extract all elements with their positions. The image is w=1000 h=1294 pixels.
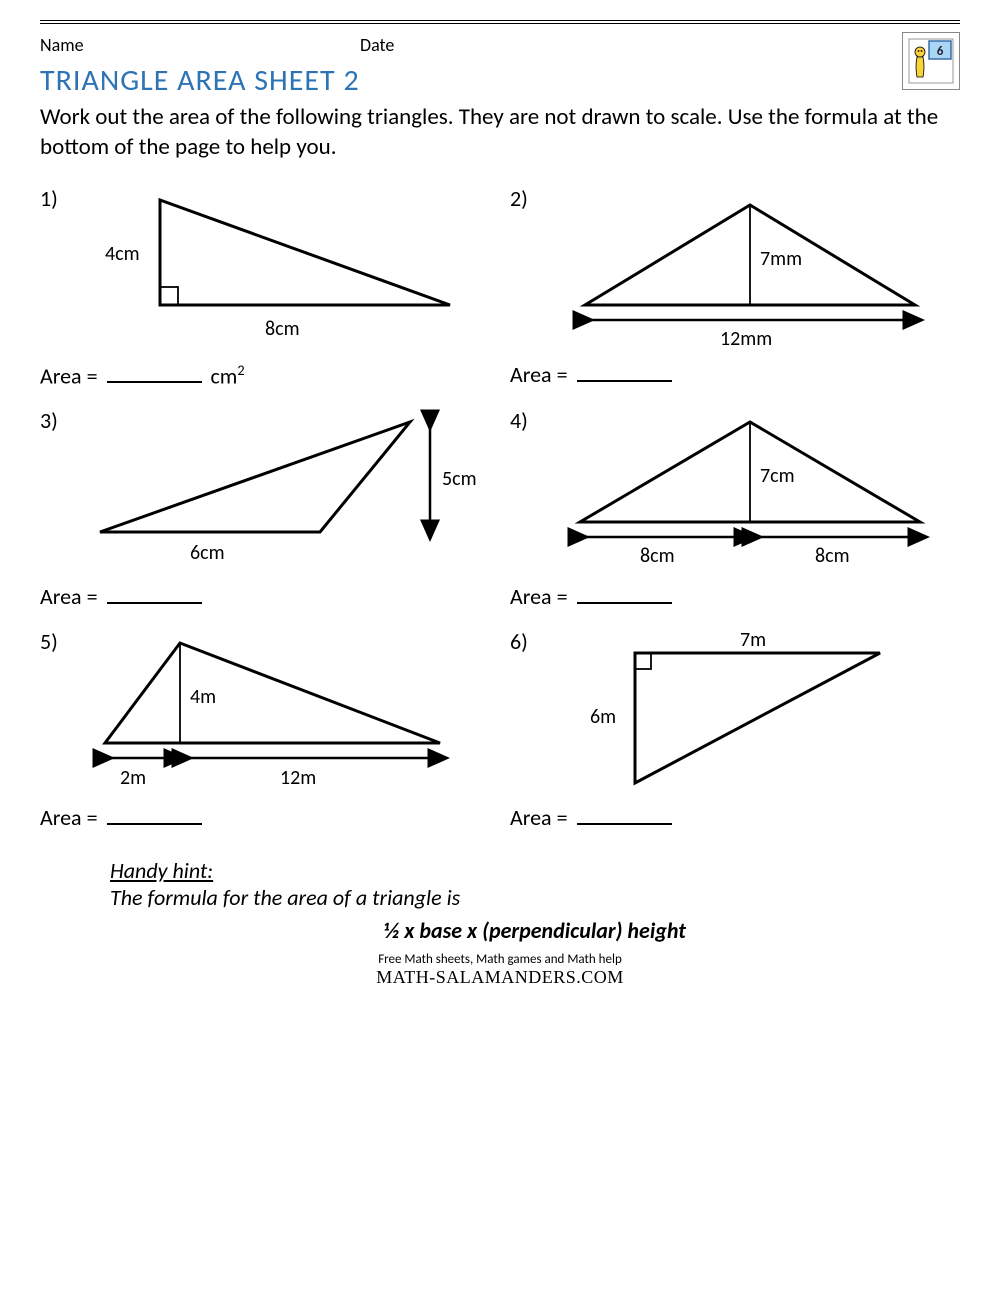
answer-line: Area = [40, 583, 490, 610]
answer-blank[interactable] [577, 602, 672, 604]
problem-6: 6) 7m 6m Area = [510, 624, 960, 837]
svg-text:8cm: 8cm [265, 317, 300, 341]
problems-grid: 1) 4cm 8cm Area = cm2 2) [40, 181, 960, 837]
svg-text:5cm: 5cm [442, 467, 477, 491]
triangle-figure-4: 7cm 8cm 8cm [540, 407, 960, 577]
answer-blank[interactable] [107, 381, 202, 383]
svg-text:12mm: 12mm [720, 327, 772, 351]
answer-blank[interactable] [577, 823, 672, 825]
svg-text:4m: 4m [190, 685, 216, 709]
worksheet-title: TRIANGLE AREA SHEET 2 [40, 62, 960, 99]
top-border [40, 20, 960, 24]
problem-number: 6) [510, 628, 528, 655]
answer-blank[interactable] [577, 380, 672, 382]
problem-3: 3) 5cm 6cm Area = [40, 403, 490, 616]
answer-line: Area = [40, 804, 490, 831]
svg-text:12m: 12m [280, 766, 316, 790]
svg-text:7m: 7m [740, 628, 766, 652]
answer-blank[interactable] [107, 602, 202, 604]
svg-text:2m: 2m [120, 766, 146, 790]
svg-text:6m: 6m [590, 705, 616, 729]
svg-text:8cm: 8cm [640, 544, 675, 568]
header-row: Name Date 6 [40, 34, 960, 56]
footer-tagline: Free Math sheets, Math games and Math he… [378, 952, 622, 967]
triangle-figure-5: 4m 2m 12m [70, 628, 490, 798]
problem-5: 5) 4m 2m 12m Are [40, 624, 490, 837]
footer: Free Math sheets, Math games and Math he… [40, 952, 960, 988]
hint-line: The formula for the area of a triangle i… [110, 884, 460, 911]
svg-text:7mm: 7mm [760, 247, 802, 271]
problem-number: 5) [40, 628, 58, 655]
problem-number: 4) [510, 407, 528, 434]
problem-number: 2) [510, 185, 528, 212]
svg-text:7cm: 7cm [760, 464, 795, 488]
problem-number: 1) [40, 185, 58, 212]
problem-1: 1) 4cm 8cm Area = cm2 [40, 181, 490, 395]
problem-2: 2) 7mm 12mm Area = [510, 181, 960, 395]
triangle-figure-6: 7m 6m [540, 628, 960, 798]
problem-4: 4) 7cm 8cm 8cm A [510, 403, 960, 616]
name-field-label: Name [40, 34, 360, 56]
svg-text:6: 6 [937, 44, 944, 59]
worksheet-page: Name Date 6 TRIANGLE AREA SHEET 2 Work o… [0, 0, 1000, 998]
triangle-figure-1: 4cm 8cm [70, 185, 490, 355]
footer-site: MATH-SALAMANDERS.COM [376, 967, 624, 987]
answer-line: Area = [510, 804, 960, 831]
answer-blank[interactable] [107, 823, 202, 825]
grade-logo: 6 [902, 32, 960, 90]
hint-formula: ½ x base x (perpendicular) height [110, 917, 960, 944]
svg-text:6cm: 6cm [190, 541, 225, 565]
svg-text:8cm: 8cm [815, 544, 850, 568]
svg-text:4cm: 4cm [105, 242, 140, 266]
hint-block: Handy hint: The formula for the area of … [110, 857, 960, 944]
problem-number: 3) [40, 407, 58, 434]
answer-line: Area = cm2 [40, 361, 490, 389]
answer-line: Area = [510, 361, 960, 388]
triangle-figure-2: 7mm 12mm [540, 185, 960, 355]
answer-line: Area = [510, 583, 960, 610]
date-field-label: Date [360, 34, 394, 56]
instructions: Work out the area of the following trian… [40, 103, 960, 163]
triangle-figure-3: 5cm 6cm [70, 407, 490, 577]
hint-title: Handy hint: [110, 857, 213, 884]
